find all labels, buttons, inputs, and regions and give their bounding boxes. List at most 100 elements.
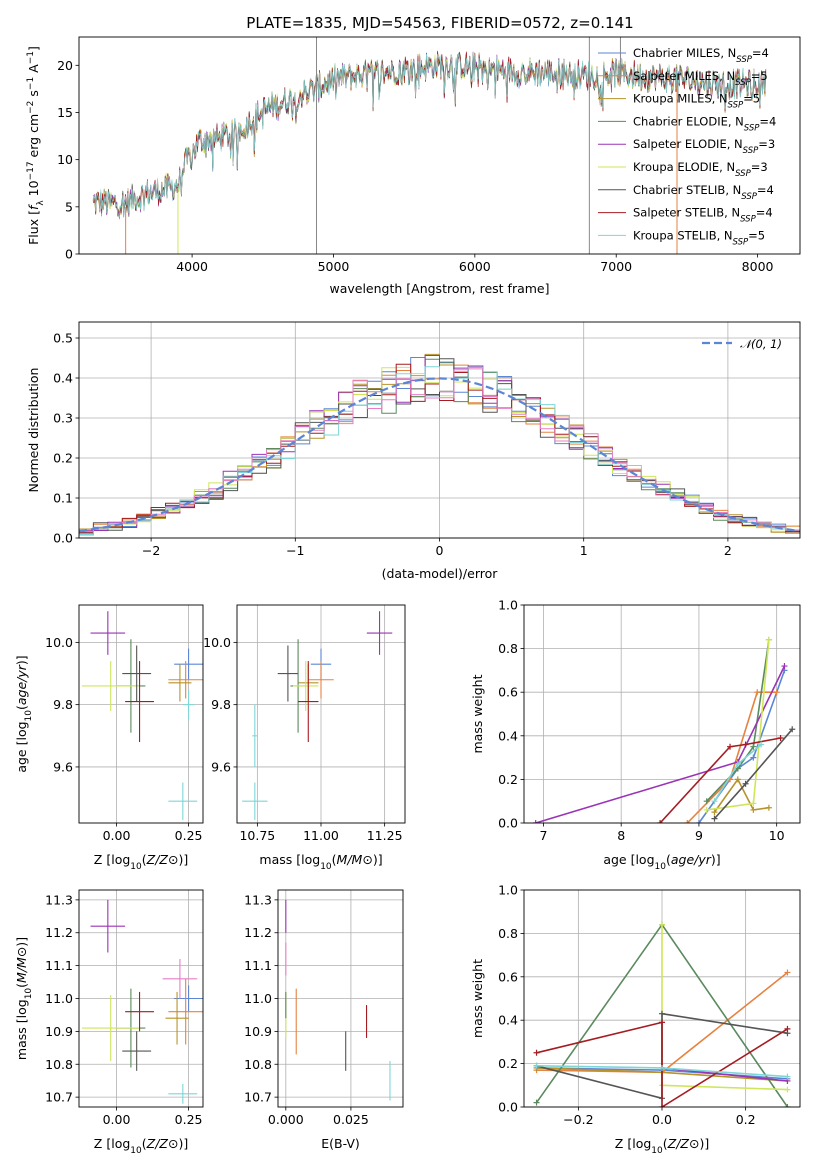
y-tick-label: 0.2 [498,772,518,787]
y-tick-label: 11.0 [244,991,272,1006]
axes-frame [78,321,801,539]
y-tick-label: 0.4 [498,1013,518,1028]
plot-area [92,37,767,254]
y-tick-label: 20 [57,58,73,73]
x-tick-label: 0.25 [175,828,203,843]
y-tick-label: 10.9 [244,1024,272,1039]
panel-spectrum: 4000 5000 6000 7000 8000 0 5 10 15 20 wavelength [… [26,36,801,296]
weight-line-7 [536,1021,788,1107]
legend-label-0: Chabrier MILES, NSSP=4 [633,46,769,65]
x-tick-label: −0.2 [563,1112,593,1127]
x-tick-label: 9 [695,828,703,843]
panel-mass-vs-Z: 0.00 0.25 10.7 10.8 10.9 11.0 11.1 11.2 11.3 Z [l… [14,889,204,1156]
histogram-extra [79,368,800,531]
y-tick-label: 1.0 [498,883,518,898]
legend-label-2: Kroupa MILES, NSSP=5 [633,92,760,111]
legend-label-6: Chabrier STELIB, NSSP=4 [633,183,774,202]
legend-label-4: Salpeter ELODIE, NSSP=3 [633,137,775,156]
weight-marker [742,741,749,748]
weight-marker [765,636,772,643]
y-tick-label: 0.0 [498,1100,518,1115]
y-tick-label: 10.7 [244,1090,272,1105]
plot-area [242,611,393,820]
axes-frame [523,604,801,824]
y-tick-label: 0.0 [498,816,518,831]
normal-curve [79,377,798,533]
y-axis-label: mass [log10(M/M⊙)] [14,937,34,1060]
panel-weight-vs-age: 7 8 9 10 0.0 0.2 0.4 0.6 0.8 1.0 age [log10(age/yr… [470,598,801,872]
x-tick-label: −2 [142,543,160,558]
y-tick-label: 0 [65,247,73,262]
axes-frame [78,36,801,255]
y-axis-label: mass weight [470,959,485,1038]
panel-residuals: −2 −1 0 1 2 0.0 0.1 0.2 0.3 0.4 0.5 (data-model)/er… [26,321,801,581]
y-axis-label: Flux [fλ 10−17 erg cm−2 s−1 A−1] [26,46,46,245]
y-tick-label: 0.4 [498,728,518,743]
plot-area [285,899,391,1101]
x-tick-label: 0.000 [268,1112,304,1127]
panel-age-vs-Z: 0.00 0.25 9.6 9.8 10.0 Z [log10(Z/Z⊙)] age [lo… [14,604,204,872]
y-tick-label: 10.8 [45,1057,73,1072]
x-tick-label: 7 [539,828,547,843]
y-axis-label: mass weight [470,674,485,753]
panel-weight-vs-Z: −0.2 0.0 0.2 0.0 0.2 0.4 0.6 0.8 1.0 Z [log10(Z/Z… [470,883,801,1156]
weight-marker [533,1062,540,1069]
axes-frame [523,889,801,1108]
y-tick-label: 0.0 [53,531,73,546]
legend: 𝒩(0, 1) [702,337,782,351]
weight-marker [684,820,691,823]
x-tick-label: 10.75 [239,828,275,843]
x-tick-label: 11.25 [367,828,403,843]
weight-line-5 [706,639,770,811]
y-tick-label: 10.9 [45,1024,73,1039]
y-tick-label: 11.0 [45,991,73,1006]
y-tick-label: 0.4 [53,371,73,386]
weight-line-7 [659,737,781,823]
weight-marker [777,734,784,741]
weight-marker [789,726,796,733]
grid-lines [79,605,203,823]
axes-frame [277,889,404,1108]
y-tick-label: 5 [65,199,73,214]
y-tick-label: 10.8 [244,1057,272,1072]
weight-marker [659,1019,665,1026]
x-tick-label: 0.25 [175,1112,203,1127]
y-axis-label: age [log10(age/yr)] [14,655,34,772]
y-tick-label: 0.1 [53,491,73,506]
y-axis-label: Normed distribution [26,368,41,493]
weight-marker [750,754,757,761]
x-tick-label: −1 [286,543,304,558]
x-tick-label: 11.00 [303,828,339,843]
y-tick-label: 10 [57,152,73,167]
x-axis-label: mass [log10(M/M⊙)] [259,852,382,872]
weight-marker [784,1104,791,1107]
y-tick-label: 10.0 [45,635,73,650]
y-tick-label: 0.2 [498,1056,518,1071]
panel-mass-vs-EBV: 0.000 0.025 10.7 10.8 10.9 11.0 11.1 11.2 11.3 E(… [244,889,404,1151]
weight-marker [781,663,788,670]
x-tick-label: 0 [436,543,444,558]
weight-marker [784,1073,791,1080]
weight-marker [773,689,780,696]
x-tick-label: 5000 [318,259,350,274]
x-tick-label: 0.00 [103,1112,131,1127]
weight-marker [758,741,765,748]
weight-line-1 [686,691,777,823]
y-tick-label: 10.0 [203,635,231,650]
x-tick-label: 0.025 [333,1112,369,1127]
axes-frame [78,604,204,824]
y-tick-label: 9.6 [53,759,73,774]
legend: Chabrier MILES, NSSP=4 Salpeter MILES, NS… [598,46,776,247]
weight-marker [754,689,761,696]
x-axis-label: Z [log10(Z/Z⊙)] [94,852,188,872]
x-tick-label: 1 [580,543,588,558]
weight-marker [750,743,757,750]
y-tick-label: 9.6 [211,759,231,774]
y-tick-label: 11.2 [244,925,272,940]
weight-marker [784,1086,791,1093]
x-axis-label: E(B-V) [321,1136,360,1151]
weight-marker [695,820,702,823]
x-axis-label: (data-model)/error [382,566,499,581]
weight-marker [734,761,741,768]
